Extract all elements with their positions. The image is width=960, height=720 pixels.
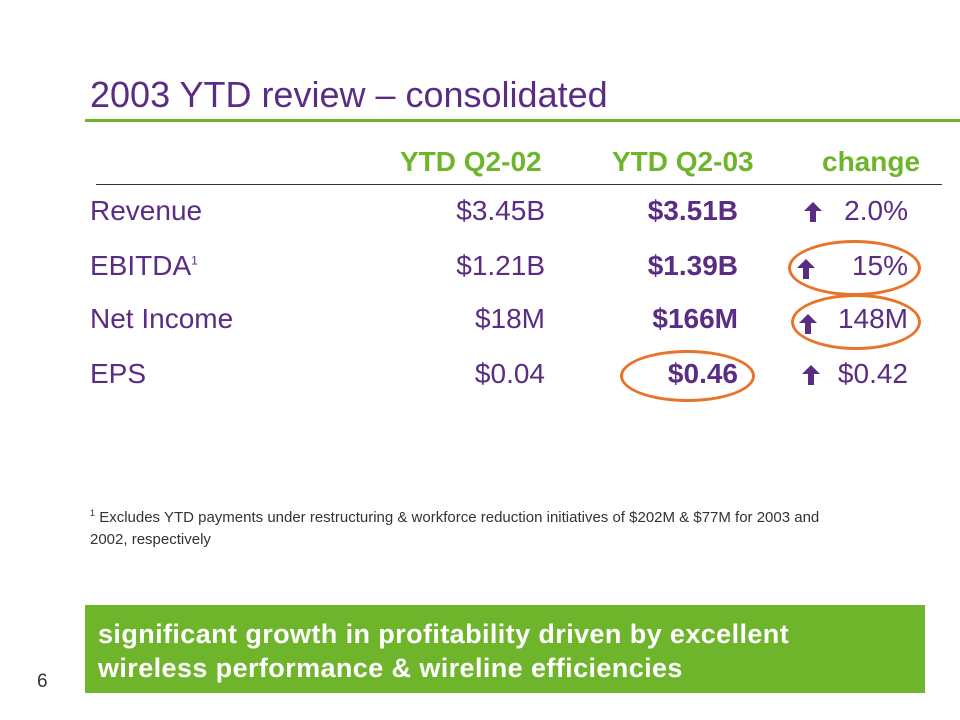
conclusion-banner: significant growth in profitability driv… (85, 605, 925, 693)
column-header-ytd-q2-03: YTD Q2-03 (612, 146, 754, 177)
eps-ytd-q2-02: $0.04 (474, 358, 545, 389)
banner-line-2: wireless performance & wireline efficien… (98, 653, 683, 683)
ebitda-change-highlight-circle (788, 240, 921, 296)
page-number: 6 (37, 671, 48, 692)
net-income-ytd-q2-02: $18M (474, 303, 545, 334)
footnote-number: 1 (90, 508, 96, 518)
row-label-revenue: Revenue (90, 195, 203, 226)
up-arrow-icon (802, 365, 820, 385)
up-arrow-icon (804, 202, 822, 222)
revenue-ytd-q2-02: $3.45B (456, 195, 545, 226)
footnote-marker: 1 (191, 253, 198, 268)
row-label-ebitda: EBITDA1 (90, 250, 198, 282)
row-label-ebitda-text: EBITDA (90, 250, 192, 281)
eps-q2-03-highlight-circle (620, 350, 755, 402)
revenue-change: 2.0% (844, 195, 908, 226)
eps-change: $0.42 (837, 358, 908, 389)
title-underline (85, 119, 960, 122)
footnote-text: Excludes YTD payments under restructurin… (90, 509, 820, 548)
revenue-ytd-q2-03: $3.51B (647, 195, 738, 226)
net-income-change-highlight-circle (791, 294, 921, 350)
footnote: 1 Excludes YTD payments under restructur… (90, 502, 850, 551)
column-header-ytd-q2-02: YTD Q2-02 (400, 146, 542, 177)
row-label-eps: EPS (90, 358, 147, 389)
ebitda-ytd-q2-03: $1.39B (647, 250, 738, 281)
row-label-net-income: Net Income (90, 303, 234, 334)
banner-line-1: significant growth in profitability driv… (98, 619, 790, 649)
slide-title: 2003 YTD review – consolidated (90, 74, 608, 115)
net-income-ytd-q2-03: $166M (652, 303, 738, 334)
ebitda-ytd-q2-02: $1.21B (456, 250, 545, 281)
column-header-change: change (822, 146, 921, 177)
header-divider (96, 184, 942, 185)
